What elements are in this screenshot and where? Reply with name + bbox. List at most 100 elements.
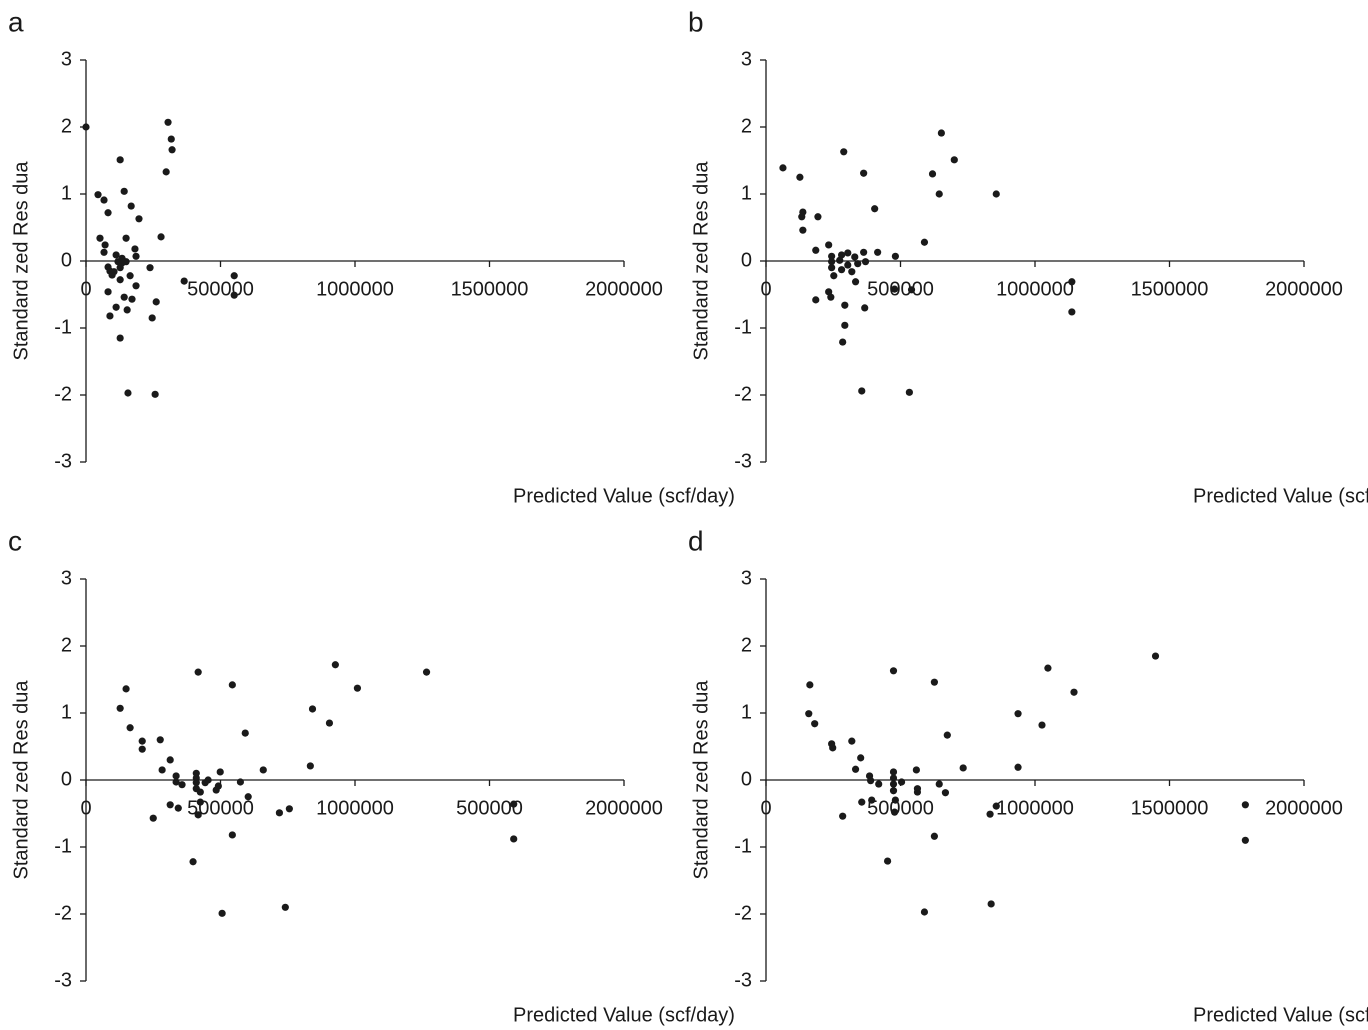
data-point — [214, 782, 222, 790]
y-tick-label: -2 — [734, 902, 752, 924]
y-axis-label: Standard zed Res dua — [690, 161, 712, 361]
y-tick-label: 2 — [741, 115, 752, 137]
data-point — [112, 251, 120, 259]
data-point — [101, 241, 109, 249]
x-tick-label: 1000000 — [316, 278, 394, 300]
data-point — [96, 234, 104, 242]
data-point — [943, 731, 951, 739]
data-point — [1038, 721, 1046, 729]
data-point — [992, 190, 1000, 198]
data-point — [1241, 801, 1249, 809]
data-point — [120, 293, 128, 301]
data-point — [889, 774, 898, 782]
data-point — [837, 251, 846, 259]
y-tick-label: -1 — [54, 835, 72, 857]
data-point — [811, 720, 819, 728]
data-point — [122, 685, 130, 693]
data-point — [128, 295, 136, 303]
data-point — [230, 272, 238, 280]
data-point — [868, 796, 876, 804]
data-point — [839, 338, 847, 346]
data-point — [861, 258, 870, 266]
data-point — [830, 272, 838, 280]
x-tick-label: 2000000 — [585, 797, 663, 819]
data-point — [510, 835, 518, 843]
data-point — [861, 304, 869, 312]
data-point — [116, 334, 124, 342]
data-point — [168, 146, 176, 154]
data-point — [891, 252, 899, 260]
x-tick-label: 2000000 — [585, 278, 663, 300]
data-point — [848, 737, 856, 745]
data-point — [116, 156, 124, 164]
y-tick-label: 2 — [61, 634, 72, 656]
data-point — [156, 736, 164, 744]
y-tick-label: -3 — [54, 969, 72, 991]
y-tick-label: -3 — [734, 450, 752, 472]
data-point — [157, 233, 165, 241]
data-point — [883, 857, 892, 865]
panel: a -3 -2 -1 0 1 2 3 0 500000 1000000 1500000 2000000 P… — [8, 6, 735, 507]
data-point — [127, 202, 135, 210]
data-point — [167, 135, 175, 143]
data-point — [1068, 278, 1076, 286]
data-point — [987, 900, 995, 908]
data-point — [104, 288, 112, 296]
data-point — [920, 238, 929, 246]
data-point — [854, 260, 862, 268]
data-point — [897, 778, 906, 786]
data-point — [194, 668, 202, 676]
x-tick-label: 500000 — [867, 797, 934, 819]
data-point — [928, 170, 937, 178]
data-point — [132, 252, 140, 260]
data-point — [907, 286, 916, 294]
x-tick-label: 1000000 — [996, 797, 1074, 819]
data-point — [306, 762, 314, 770]
data-point — [510, 800, 518, 808]
data-point — [94, 191, 102, 199]
data-point — [110, 268, 118, 276]
data-point — [828, 258, 836, 266]
data-point — [829, 744, 837, 752]
data-point — [930, 678, 938, 686]
panel-label: b — [688, 6, 704, 37]
data-point — [164, 118, 172, 126]
y-axis-label: Standard zed Res dua — [10, 161, 32, 361]
y-tick-label: 1 — [741, 182, 752, 204]
data-point — [218, 909, 226, 917]
y-tick-label: -1 — [734, 835, 752, 857]
y-axis-label: Standard zed Res dua — [10, 680, 32, 880]
y-tick-label: 1 — [61, 701, 72, 723]
x-axis-label: Predicted Value (scf/day) — [513, 1004, 735, 1026]
y-tick-label: 2 — [61, 115, 72, 137]
y-tick-label: -2 — [54, 383, 72, 405]
data-point — [189, 858, 197, 866]
data-point — [805, 710, 813, 718]
x-tick-label: 500000 — [187, 278, 254, 300]
data-point — [194, 811, 202, 819]
data-point — [1151, 652, 1160, 660]
data-point — [241, 729, 249, 737]
data-point — [912, 766, 920, 774]
data-point — [112, 303, 120, 311]
data-point — [196, 788, 204, 796]
data-point — [204, 776, 212, 784]
data-point — [851, 765, 860, 773]
data-point — [353, 684, 362, 692]
data-point — [858, 798, 866, 806]
data-point — [172, 778, 180, 786]
data-point — [889, 787, 898, 795]
data-point — [178, 781, 186, 789]
data-point — [132, 282, 140, 290]
data-point — [228, 681, 236, 689]
data-point — [941, 789, 950, 797]
data-point — [259, 766, 267, 774]
x-tick-label: 2000000 — [1265, 797, 1343, 819]
panel-label: d — [688, 525, 704, 556]
data-point — [986, 810, 994, 818]
data-point — [851, 253, 859, 261]
data-point — [950, 156, 958, 164]
data-point — [174, 804, 182, 812]
